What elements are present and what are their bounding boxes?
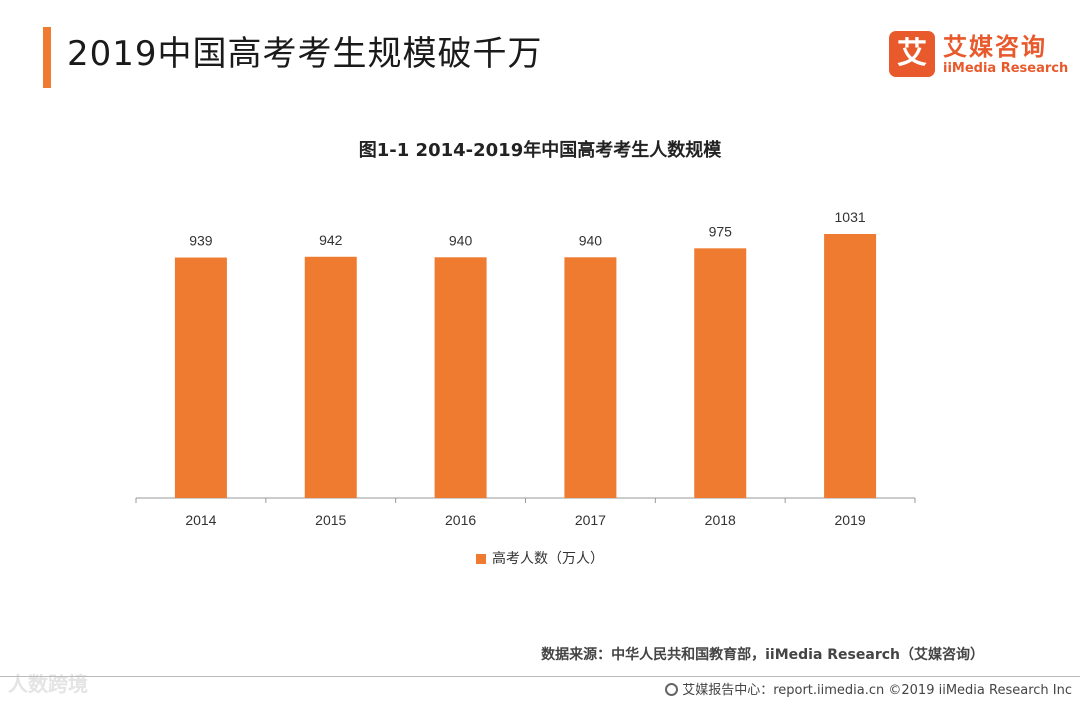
- value-label-2015: 942: [319, 232, 343, 248]
- value-label-2019: 1031: [835, 209, 866, 225]
- x-tick-label-2017: 2017: [575, 512, 606, 528]
- value-label-2017: 940: [579, 232, 603, 248]
- logo-name-cn: 艾媒咨询: [943, 33, 1047, 61]
- footer-text: 艾媒报告中心：report.iimedia.cn ©2019 iiMedia R…: [682, 683, 1072, 698]
- chart-legend: 高考人数（万人）: [0, 548, 1080, 568]
- bar-2017: [564, 257, 617, 498]
- bar-2015: [304, 256, 357, 498]
- page-title: 2019中国高考考生规模破千万: [67, 34, 543, 74]
- watermark: 人数跨境: [8, 672, 88, 696]
- bar-2019: [824, 233, 877, 498]
- title-accent-bar: [43, 27, 51, 88]
- data-source: 数据来源：中华人民共和国教育部，iiMedia Research（艾媒咨询）: [541, 647, 984, 663]
- globe-icon: [665, 683, 679, 696]
- logo-mark-icon: 艾: [889, 31, 935, 77]
- value-label-2016: 940: [449, 232, 473, 248]
- x-tick-label-2019: 2019: [835, 512, 866, 528]
- x-tick-label-2014: 2014: [185, 512, 216, 528]
- x-tick-label-2016: 2016: [445, 512, 476, 528]
- value-label-2018: 975: [709, 223, 733, 239]
- chart-title: 图1-1 2014-2019年中国高考考生人数规模: [358, 140, 722, 161]
- logo-name-en: iiMedia Research: [943, 61, 1069, 76]
- x-tick-label-2018: 2018: [705, 512, 736, 528]
- footer-divider: [0, 676, 1080, 677]
- x-tick-label-2015: 2015: [315, 512, 346, 528]
- value-label-2014: 939: [189, 233, 213, 249]
- bar-2014: [174, 257, 227, 498]
- legend-swatch: [476, 554, 486, 564]
- legend-label: 高考人数（万人）: [492, 551, 604, 567]
- bar-2016: [434, 257, 487, 498]
- iimedia-logo: 艾 艾媒咨询 iiMedia Research: [889, 31, 1068, 79]
- footer: 艾媒报告中心：report.iimedia.cn ©2019 iiMedia R…: [665, 679, 1072, 698]
- bar-2018: [694, 248, 747, 498]
